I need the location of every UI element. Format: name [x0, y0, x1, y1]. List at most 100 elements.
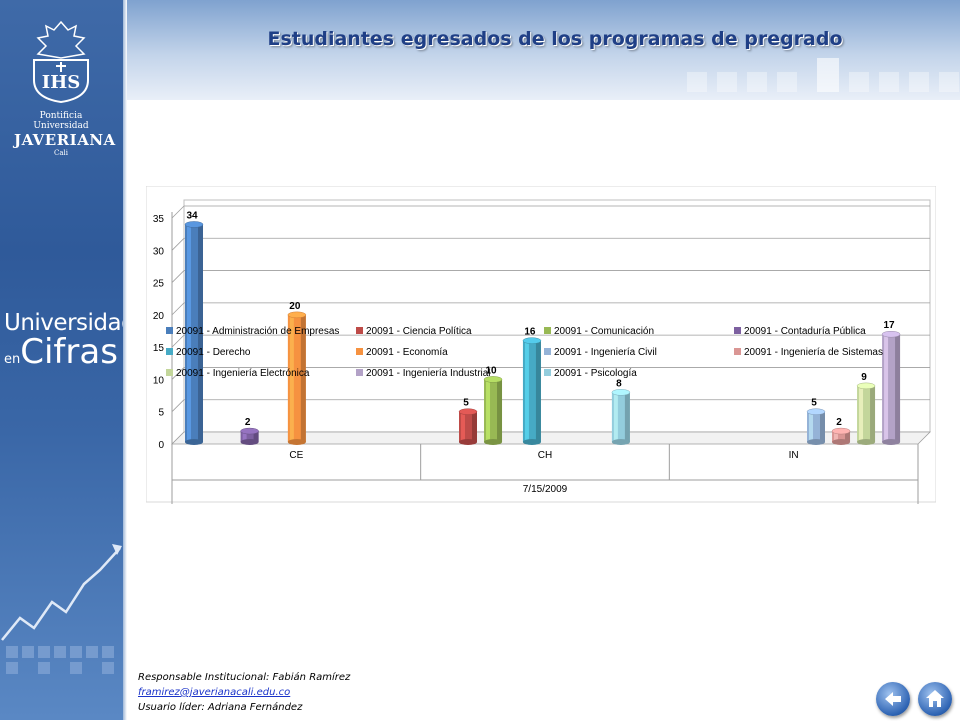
legend-swatch — [544, 327, 551, 334]
bar-top — [458, 408, 478, 415]
university-logo: IHS Pontificia Universidad JAVERIANA Cal… — [14, 18, 116, 157]
legend-entry: 20091 - Contaduría Pública — [744, 326, 866, 337]
data-label: 5 — [811, 398, 817, 409]
sidebar-trend-graphic — [1, 544, 122, 674]
y-tick-label: 15 — [153, 343, 165, 354]
legend-entry: 20091 - Ingeniería de Sistemas — [744, 347, 883, 358]
bar-shadow — [820, 411, 825, 442]
x-tick-label: IN — [789, 450, 799, 461]
bar-top — [483, 376, 503, 383]
logo-line-2: JAVERIANA — [14, 131, 116, 149]
y-tick-label: 35 — [153, 214, 165, 225]
bar-top — [522, 337, 542, 344]
x-tick-label: CH — [538, 450, 552, 461]
home-button[interactable] — [918, 682, 952, 716]
footer: Responsable Institucional: Fabián Ramíre… — [138, 670, 350, 715]
brand-word-universidad: Universidad — [4, 310, 136, 336]
legend-swatch — [734, 327, 741, 334]
brand-word-cifras: Cifras — [20, 332, 118, 372]
y-tick-label: 5 — [158, 408, 164, 419]
gridline-diagonal — [171, 270, 185, 283]
footer-leader: Usuario líder: Adriana Fernández — [138, 702, 303, 713]
bar — [240, 431, 259, 442]
bar-base — [807, 439, 825, 445]
legend-swatch — [166, 327, 173, 334]
bar-highlight — [289, 314, 294, 442]
bar-shadow — [624, 392, 630, 442]
universidad-en-cifras-brand: Universidad enCifras — [4, 310, 136, 372]
bar-shadow — [472, 411, 477, 442]
bar-highlight — [809, 411, 813, 442]
x-axis-title: 7/15/2009 — [523, 484, 568, 495]
legend-swatch — [356, 369, 363, 376]
data-label: 17 — [883, 320, 895, 331]
back-arrow-icon — [885, 692, 901, 706]
bar-highlight — [486, 379, 491, 442]
logo-line-1: Pontificia Universidad — [33, 111, 89, 131]
bar-top — [881, 330, 901, 338]
legend-entry: 20091 - Ingeniería Electrónica — [176, 368, 310, 379]
gridline-diagonal — [171, 334, 185, 348]
data-label: 10 — [485, 365, 497, 376]
bar-top — [240, 427, 259, 435]
footer-email-link[interactable]: framirez@javerianacali.edu.co — [138, 687, 291, 698]
bar-base — [185, 439, 203, 445]
bar-highlight — [834, 431, 839, 442]
bar-highlight — [187, 224, 191, 442]
legend-swatch — [734, 348, 741, 355]
x-tick-label: CE — [289, 450, 303, 461]
legend-entry: 20091 - Psicología — [554, 368, 637, 379]
bar-base — [857, 439, 876, 445]
gridline-diagonal — [171, 238, 185, 251]
legend-swatch — [356, 327, 363, 334]
bar-base — [484, 439, 503, 445]
legend-swatch — [544, 369, 551, 376]
bar-shadow — [845, 431, 851, 442]
bar-base — [522, 439, 541, 445]
gridline-diagonal — [171, 302, 185, 316]
bar-top — [831, 427, 851, 435]
legend-entry: 20091 - Ingeniería Civil — [554, 347, 657, 358]
bar-highlight — [242, 431, 247, 442]
data-label: 9 — [861, 372, 867, 383]
bar-base — [611, 439, 630, 445]
bar-highlight — [884, 334, 889, 442]
bar-shadow — [870, 385, 876, 442]
legend-swatch — [544, 348, 551, 355]
legend-entry: 20091 - Derecho — [176, 347, 251, 358]
footer-responsible: Responsable Institucional: Fabián Ramíre… — [138, 672, 351, 683]
header-banner — [127, 0, 960, 100]
page-title: Estudiantes egresados de los programas d… — [267, 28, 843, 50]
bar-shadow — [895, 334, 901, 442]
data-label: 34 — [186, 210, 198, 221]
bar-top — [287, 311, 307, 319]
bar — [832, 431, 851, 442]
home-icon — [926, 690, 944, 707]
legend-swatch — [356, 348, 363, 355]
university-emblem-icon: IHS — [33, 20, 89, 104]
bar-shadow — [253, 431, 259, 442]
gridline-diagonal — [171, 205, 185, 219]
bar-highlight — [613, 392, 618, 442]
data-label: 20 — [289, 301, 301, 312]
bar-highlight — [859, 385, 864, 442]
gridline-diagonal — [171, 399, 185, 412]
back-button[interactable] — [876, 682, 910, 716]
bar-shadow — [198, 224, 203, 442]
emblem-text: IHS — [42, 72, 80, 93]
brand-word-en: en — [4, 352, 21, 367]
bar-base — [882, 439, 901, 445]
bar-base — [240, 439, 259, 445]
bar-highlight — [524, 340, 529, 442]
bar-base — [459, 439, 477, 445]
data-label: 2 — [836, 417, 842, 428]
bar-top — [806, 408, 826, 415]
y-tick-label: 30 — [153, 246, 165, 257]
legend-entry: 20091 - Comunicación — [554, 326, 654, 337]
bar-shadow — [535, 340, 541, 442]
bar-top — [184, 221, 204, 228]
gridline-diagonal — [171, 367, 185, 380]
logo-line-3: Cali — [53, 149, 68, 157]
y-tick-label: 20 — [153, 311, 165, 322]
bar-chart: 0 5 10 15 20 25 30 35 CE CH IN 34 5 10 2 16 20 5 2 9 17 8 7/15… — [146, 186, 936, 504]
